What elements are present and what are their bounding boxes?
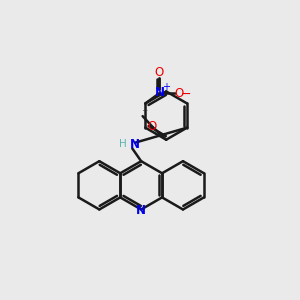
Text: N: N <box>136 204 146 217</box>
Text: O: O <box>155 66 164 79</box>
Text: N: N <box>129 139 140 152</box>
Text: methoxy: methoxy <box>142 110 149 111</box>
Text: N: N <box>155 86 165 99</box>
Text: H: H <box>119 139 127 148</box>
Text: +: + <box>163 82 170 92</box>
Text: O: O <box>175 87 184 100</box>
Text: O: O <box>148 120 157 133</box>
Text: −: − <box>181 88 191 100</box>
